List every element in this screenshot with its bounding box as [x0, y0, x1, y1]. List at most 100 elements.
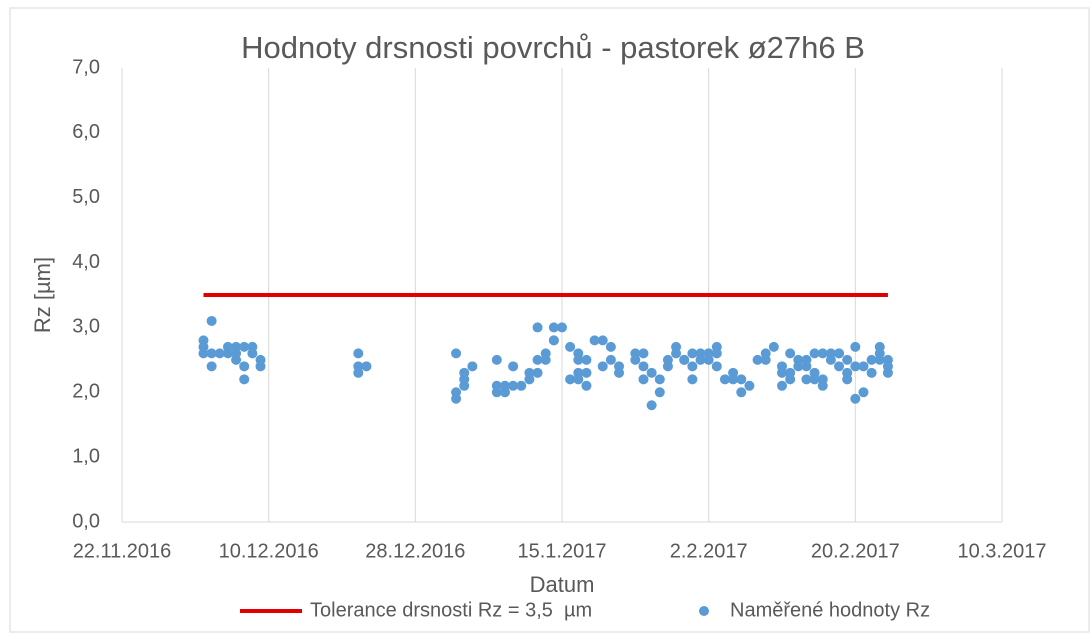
data-point [866, 354, 877, 365]
y-axis-label: Rz [µm] [30, 257, 55, 333]
data-point [785, 367, 796, 378]
data-point [662, 354, 673, 365]
chart-title: Hodnoty drsnosti povrchů - pastorek ø27h… [241, 30, 865, 65]
data-point [882, 367, 893, 378]
data-point [581, 354, 592, 365]
legend-label: Tolerance drsnosti Rz = 3,5 µm [310, 599, 592, 621]
data-point [638, 361, 649, 372]
data-point [614, 361, 625, 372]
data-point [817, 348, 828, 359]
x-tick-label: 2.2.2017 [670, 540, 748, 562]
data-point [777, 367, 787, 378]
data-point [605, 354, 616, 365]
data-point [206, 315, 217, 326]
data-point [768, 341, 779, 352]
data-point [817, 374, 828, 385]
data-point [728, 367, 739, 378]
data-point [198, 348, 209, 359]
data-point [654, 374, 665, 385]
data-point [565, 341, 576, 352]
data-point [532, 354, 543, 365]
data-point [548, 322, 559, 333]
x-axis-label: Datum [530, 572, 595, 597]
data-point [695, 354, 706, 365]
y-tick-label: 2,0 [72, 381, 100, 403]
data-point [801, 361, 812, 372]
data-point [597, 335, 608, 346]
data-point [255, 361, 266, 372]
data-point [638, 348, 649, 359]
data-point [239, 374, 250, 385]
data-point [703, 348, 714, 359]
data-point [467, 361, 478, 372]
data-point [793, 354, 804, 365]
data-point [206, 348, 217, 359]
data-point [573, 348, 584, 359]
data-point [516, 380, 527, 391]
data-point [760, 348, 771, 359]
y-tick-label: 0,0 [72, 510, 100, 532]
data-point [736, 387, 747, 398]
data-point [499, 380, 510, 391]
data-point [687, 348, 698, 359]
data-point [687, 374, 698, 385]
data-point [687, 361, 698, 372]
data-point [679, 354, 690, 365]
x-tick-label: 10.3.2017 [958, 540, 1047, 562]
data-point [866, 367, 877, 378]
data-point [532, 367, 543, 378]
data-point [711, 348, 722, 359]
x-tick-label: 28.12.2016 [365, 540, 465, 562]
data-point [491, 380, 502, 391]
data-point [785, 348, 796, 359]
data-point [508, 380, 519, 391]
data-point [589, 335, 600, 346]
y-tick-label: 1,0 [72, 445, 100, 467]
data-point [605, 341, 616, 352]
data-point [654, 387, 665, 398]
x-tick-label: 15.1.2017 [518, 540, 607, 562]
data-point [630, 348, 641, 359]
data-point [646, 400, 657, 411]
data-point [353, 348, 364, 359]
data-point [540, 348, 551, 359]
data-point [638, 374, 649, 385]
data-point [711, 361, 722, 372]
data-point [850, 341, 861, 352]
data-point [874, 341, 885, 352]
data-point [247, 348, 258, 359]
data-point [581, 367, 592, 378]
data-point [752, 354, 763, 365]
data-point [198, 335, 209, 346]
data-point [231, 341, 242, 352]
y-tick-label: 5,0 [72, 186, 100, 208]
data-point [573, 374, 584, 385]
data-point [671, 348, 682, 359]
data-point [842, 374, 853, 385]
data-point [801, 374, 812, 385]
data-point [361, 361, 372, 372]
x-tick-label: 20.2.2017 [811, 540, 900, 562]
y-tick-label: 7,0 [72, 56, 100, 78]
data-point [581, 380, 592, 391]
data-point [451, 348, 462, 359]
data-point [825, 354, 836, 365]
data-point [850, 393, 861, 404]
data-point [809, 367, 820, 378]
data-point [548, 335, 559, 346]
data-point [508, 361, 519, 372]
data-point [736, 374, 747, 385]
x-tick-label: 10.12.2016 [219, 540, 319, 562]
data-point [834, 361, 845, 372]
legend-swatch [699, 606, 709, 616]
data-point [239, 341, 250, 352]
data-point [744, 380, 755, 391]
data-point [719, 374, 730, 385]
data-point [239, 361, 250, 372]
chart-border [9, 7, 1090, 633]
y-tick-label: 3,0 [72, 316, 100, 338]
data-point [646, 367, 657, 378]
data-point [858, 387, 869, 398]
data-point [532, 322, 543, 333]
